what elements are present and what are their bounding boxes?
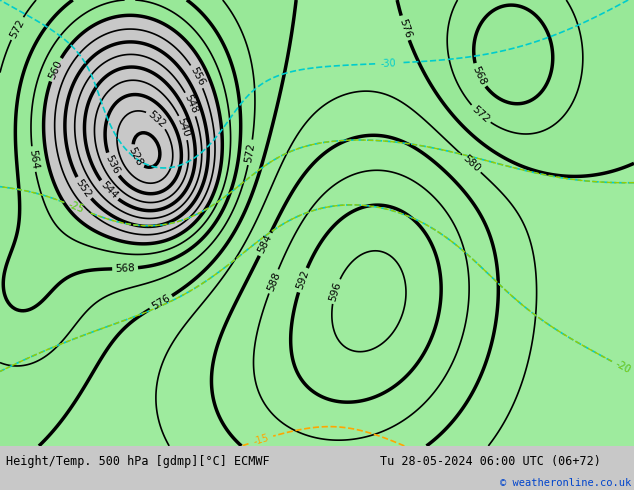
Text: 536: 536 — [103, 153, 121, 176]
Text: 576: 576 — [150, 293, 172, 312]
Text: 576: 576 — [397, 17, 413, 39]
Text: 568: 568 — [115, 263, 135, 274]
Text: © weatheronline.co.uk: © weatheronline.co.uk — [500, 478, 631, 489]
Text: 572: 572 — [470, 104, 491, 124]
Text: 528: 528 — [127, 146, 145, 168]
Text: 596: 596 — [328, 280, 343, 302]
Text: 560: 560 — [47, 58, 64, 80]
Text: 568: 568 — [470, 64, 488, 87]
Text: 592: 592 — [295, 269, 311, 291]
Text: -20: -20 — [614, 359, 633, 376]
Text: Height/Temp. 500 hPa [gdmp][°C] ECMWF: Height/Temp. 500 hPa [gdmp][°C] ECMWF — [6, 455, 270, 468]
Text: -25: -25 — [67, 199, 86, 215]
Text: -20: -20 — [614, 359, 633, 376]
Text: 556: 556 — [188, 65, 206, 88]
Text: 548: 548 — [182, 93, 200, 115]
Text: -15: -15 — [252, 433, 270, 447]
Text: 540: 540 — [176, 117, 191, 139]
Text: -25: -25 — [67, 199, 86, 215]
Text: 552: 552 — [74, 177, 93, 199]
Text: 544: 544 — [98, 180, 119, 201]
Text: Tu 28-05-2024 06:00 UTC (06+72): Tu 28-05-2024 06:00 UTC (06+72) — [380, 455, 601, 468]
Text: 588: 588 — [265, 270, 282, 293]
Text: -30: -30 — [380, 58, 396, 69]
Text: 572: 572 — [8, 17, 26, 40]
Text: 572: 572 — [244, 142, 257, 163]
Text: 532: 532 — [146, 109, 167, 129]
Text: 564: 564 — [27, 148, 40, 170]
Text: 584: 584 — [256, 233, 274, 255]
Text: 580: 580 — [461, 153, 482, 174]
